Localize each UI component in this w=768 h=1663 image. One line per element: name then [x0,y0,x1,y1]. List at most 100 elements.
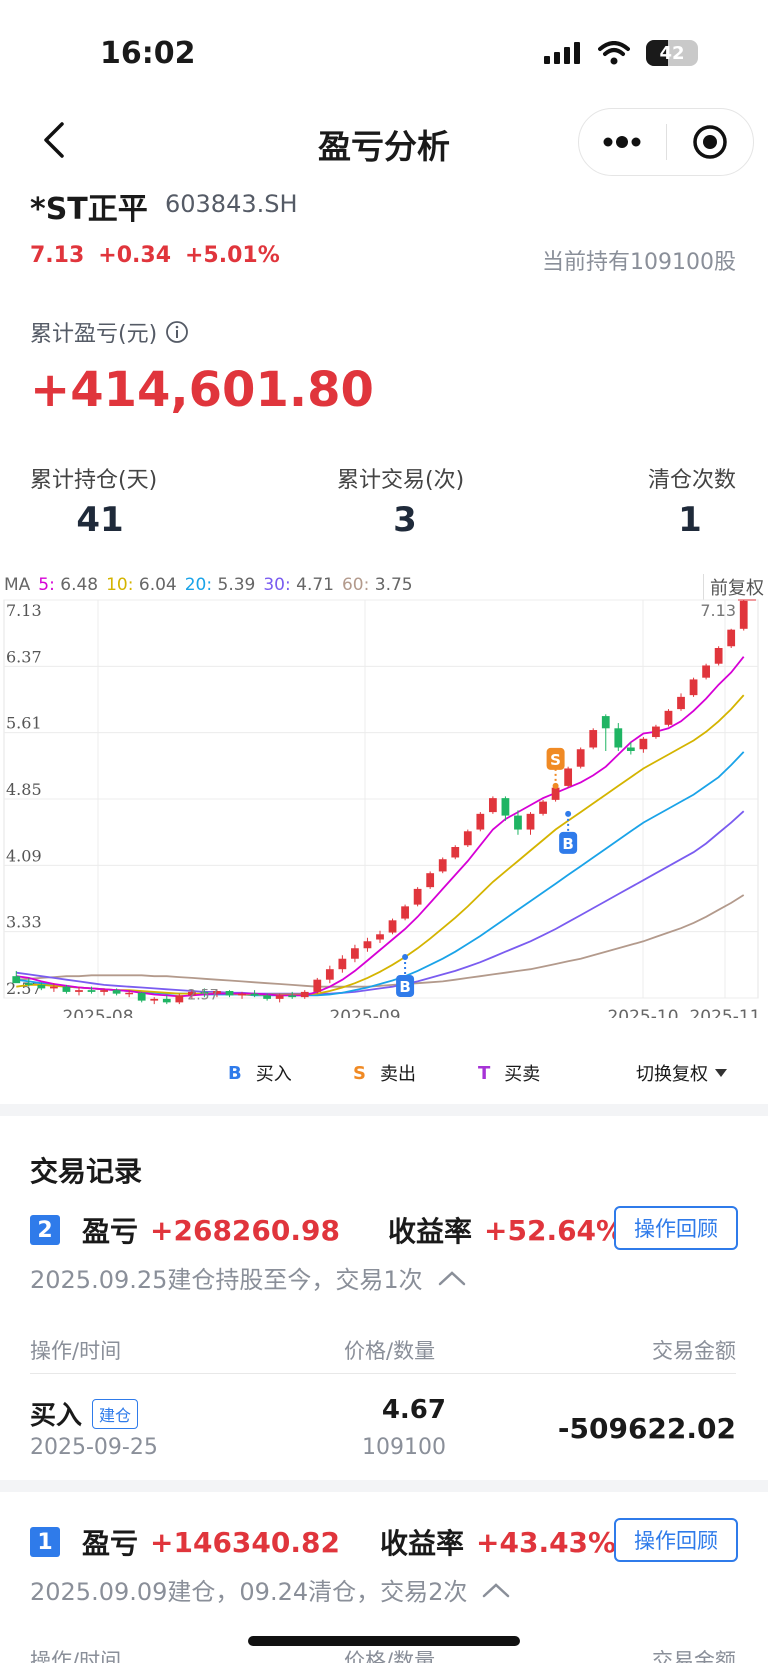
x-tick-label: 2025-11 [689,1007,760,1018]
y-tick-label: 7.13 [6,601,42,620]
trade-price: 4.67 [381,1395,446,1425]
col-header-price: 价格/数量 [344,1339,436,1363]
candle-body [300,991,309,998]
trade-marker-badge [396,974,415,997]
record-pnl: +146340.82 [150,1525,340,1559]
stat-holding-days-label: 累计持仓(天) [30,468,158,493]
col-header-op: 操作/时间 [30,1649,122,1663]
price-row: 7.13 +0.34 +5.01% [30,243,280,268]
caret-down-icon [715,1069,727,1077]
record-pnl-label: 盈亏 [82,1215,139,1248]
candle-body [363,941,372,949]
kline-chart[interactable]: 7.13 6.37 5.61 4.85 4.09 3.33 2.57 2025-08 2025-… [0,598,768,1018]
candle-body [539,801,547,814]
candle-body [589,730,598,748]
record-rate: +52.64% [484,1213,625,1247]
candle-body [564,768,573,786]
record-summary-row[interactable]: 2025.09.09建仓，09.24清仓，交易2次 [30,1572,511,1607]
legend-both: T 买卖 [478,1060,540,1086]
col-header-amount: 交易金额 [652,1339,736,1363]
y-tick-label: 4.09 [6,846,42,865]
info-icon[interactable] [165,320,189,344]
candle-body [714,648,723,664]
page-title: 盈亏分析 [318,127,450,166]
col-header-amount: 交易金额 [652,1649,736,1663]
trade-date: 2025-09-25 [30,1435,158,1460]
candle-body [488,798,497,813]
trade-amount: -509622.02 [557,1412,736,1445]
more-button[interactable] [579,109,666,175]
candle-body [501,798,510,816]
candle-body [426,873,435,888]
candle-body [225,991,234,996]
legend-buy-key: B [228,1062,242,1084]
candle-body [739,600,748,629]
stat-clear-count-value: 1 [678,500,702,540]
ma5-line [16,656,745,998]
candle-body [526,813,535,830]
trade-tag: 建仓 [92,1398,139,1429]
y-tick-label: 2.57 [6,979,42,998]
trade-qty: 109100 [362,1435,446,1460]
adjust-mode-label[interactable]: 前复权 [703,574,764,600]
record-rate-label: 收益率 [380,1527,465,1560]
record-rate-label: 收益率 [388,1215,473,1248]
candle-body [463,831,472,846]
pnl-value: +414,601.80 [30,362,374,418]
candle-body [601,716,610,729]
status-icons: 42 [544,40,698,66]
record-summary-row[interactable]: 2025.09.25建仓持股至今，交易1次 [30,1260,467,1295]
trade-marker-label: B [562,835,573,853]
x-tick-label: 2025-08 [62,1007,133,1018]
stat-clear-count-label: 清仓次数 [647,468,736,493]
candle-body [175,995,184,1003]
ma-5-value: 6.48 [60,575,99,595]
chevron-up-icon[interactable] [481,1581,511,1599]
ma20-line [16,751,745,997]
trade-op: 买入 建仓 [30,1395,139,1432]
ma-30-value: 4.71 [296,575,334,595]
stat-trades-value: 3 [393,500,417,540]
section-divider [0,1480,768,1492]
candle-body [100,990,108,992]
review-button[interactable]: 操作回顾 [614,1206,738,1250]
stock-name: *ST正平 [30,192,148,227]
cellular-signal-icon [544,42,580,64]
candle-body [50,986,58,989]
col-header-price: 价格/数量 [344,1649,436,1663]
candle-body [200,991,209,994]
records-title: 交易记录 [30,1155,143,1188]
y-tick-label: 5.61 [6,714,42,733]
low-price-label: 2.57 [187,988,218,1004]
legend-buy: B 买入 [228,1060,292,1086]
legend-sell-key: S [353,1062,366,1084]
review-button[interactable]: 操作回顾 [614,1518,738,1562]
candle-body [639,738,648,750]
candle-body [626,747,635,751]
target-circle-icon [693,125,727,159]
candle-body [313,979,322,992]
pnl-label: 累计盈亏(元) [30,322,158,347]
trade-marker-dot [402,953,409,960]
trade-marker-badge [546,747,565,770]
record-summary: 2025.09.09建仓，09.24清仓，交易2次 [30,1578,468,1606]
back-arrow-icon[interactable] [34,118,74,162]
close-miniprogram-button[interactable] [667,109,754,175]
record-rate: +43.43% [476,1525,617,1559]
ma-30: 30: 4.71 [263,575,334,595]
candle-body [551,787,560,800]
switch-adjust-button[interactable]: 切换复权 [636,1060,728,1086]
ma-20: 20: 5.39 [185,575,256,595]
battery-icon: 42 [646,40,698,66]
candle-body [664,710,673,725]
candle-body [187,991,196,996]
trade-marker-label: B [399,978,410,996]
candle-body [24,983,33,985]
col-header-op: 操作/时间 [30,1339,122,1363]
record-number: 1 [30,1527,60,1557]
ma-60-key: 60: [341,575,370,595]
chevron-up-icon[interactable] [437,1269,467,1287]
ma-20-key: 20: [184,575,213,595]
stat-holding-days-value: 41 [76,500,124,540]
candle-body [288,995,297,998]
